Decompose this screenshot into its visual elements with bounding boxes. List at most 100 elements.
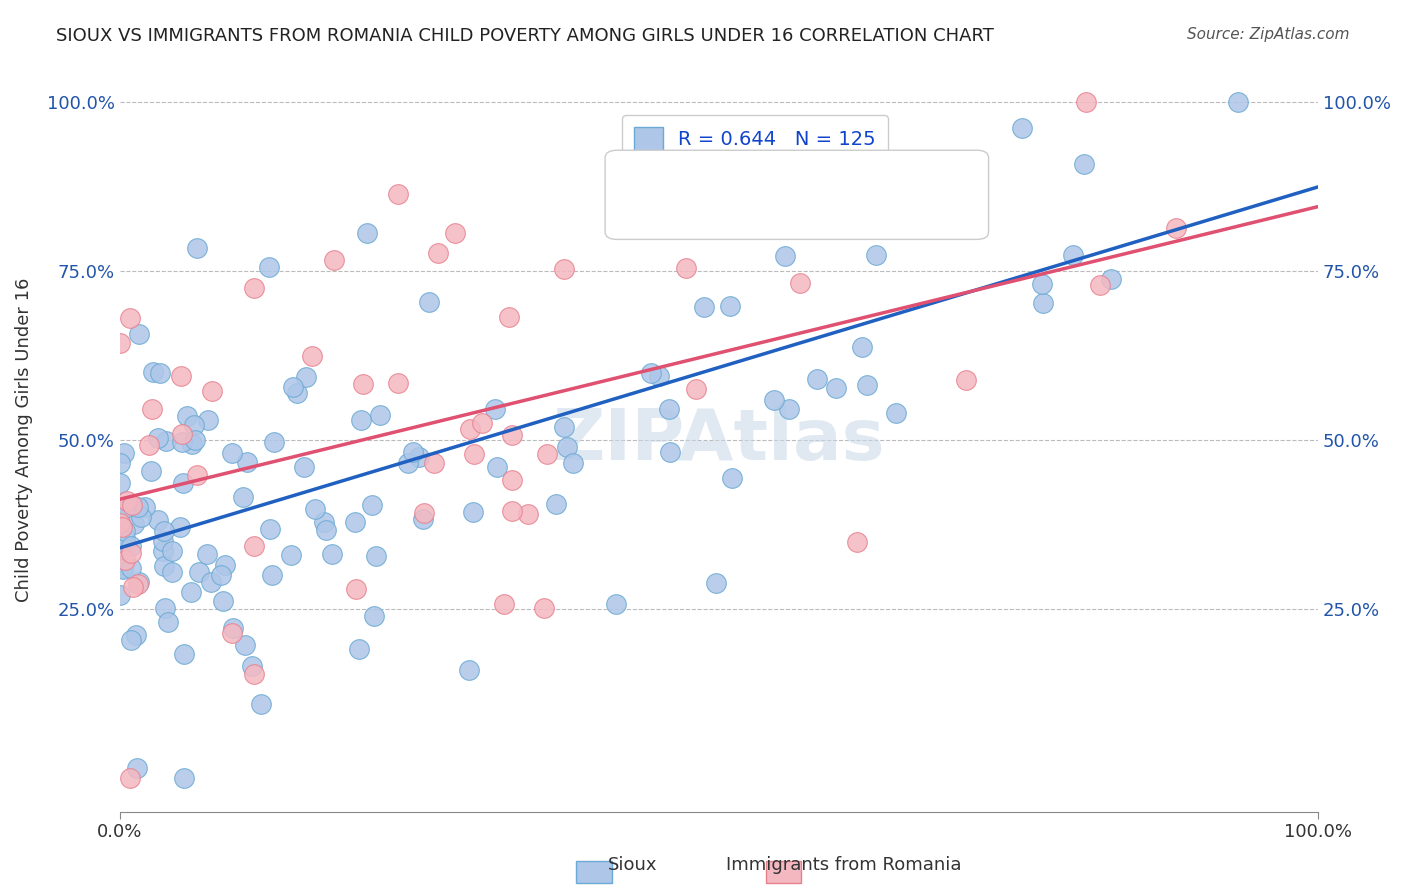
Point <box>120 633 142 648</box>
Point <box>413 506 436 520</box>
Point <box>121 498 143 512</box>
Text: Source: ZipAtlas.com: Source: ZipAtlas.com <box>1187 27 1350 42</box>
Point <box>640 367 662 381</box>
Point <box>323 252 346 267</box>
Point <box>498 310 520 324</box>
Point <box>209 568 232 582</box>
Point <box>402 445 425 459</box>
Point <box>160 566 183 580</box>
Point <box>463 505 485 519</box>
Point <box>200 574 222 589</box>
Point <box>693 300 716 314</box>
Point <box>152 543 174 558</box>
Point <box>396 456 419 470</box>
Point <box>173 647 195 661</box>
Point <box>259 522 281 536</box>
Point <box>458 663 481 677</box>
Point <box>153 559 176 574</box>
Point <box>153 601 176 615</box>
Point <box>1062 248 1084 262</box>
Point <box>361 498 384 512</box>
Point <box>292 459 315 474</box>
Point <box>120 561 142 575</box>
Point <box>301 349 323 363</box>
Point <box>352 377 374 392</box>
Point <box>232 491 254 505</box>
Point <box>153 524 176 538</box>
Point <box>623 158 645 172</box>
Point <box>120 546 142 560</box>
Point <box>111 520 134 534</box>
Point <box>718 299 741 313</box>
Point <box>281 380 304 394</box>
Point <box>295 370 318 384</box>
Point <box>141 402 163 417</box>
Point <box>315 524 337 538</box>
Point <box>426 246 449 260</box>
Point <box>129 510 152 524</box>
Point <box>127 500 149 515</box>
Point <box>263 435 285 450</box>
Point <box>773 249 796 263</box>
Point <box>108 456 131 470</box>
Point <box>128 327 150 342</box>
Point <box>884 406 907 420</box>
Point <box>806 372 828 386</box>
Point <box>789 276 811 290</box>
Point <box>186 241 208 255</box>
Point <box>501 473 523 487</box>
Point <box>463 447 485 461</box>
Point <box>285 385 308 400</box>
Point <box>536 447 558 461</box>
Point <box>180 436 202 450</box>
Point <box>235 455 257 469</box>
Point <box>115 538 138 552</box>
Point <box>501 427 523 442</box>
Legend: R = 0.644   N = 125, R = 0.539   N = 52: R = 0.644 N = 125, R = 0.539 N = 52 <box>621 115 887 194</box>
Point <box>444 226 467 240</box>
Point <box>648 369 671 384</box>
Text: Sioux: Sioux <box>607 856 658 874</box>
Point <box>418 295 440 310</box>
Text: Immigrants from Romania: Immigrants from Romania <box>725 856 962 874</box>
Point <box>170 369 193 384</box>
Point <box>240 659 263 673</box>
Point <box>1227 95 1250 110</box>
Point <box>127 761 149 775</box>
Point <box>408 450 430 465</box>
Point <box>562 457 585 471</box>
Point <box>955 373 977 387</box>
Point <box>851 340 873 354</box>
Point <box>555 440 578 454</box>
Point <box>221 626 243 640</box>
Point <box>793 201 815 215</box>
Point <box>387 376 409 390</box>
Point <box>170 434 193 449</box>
Point <box>180 585 202 599</box>
Point <box>115 493 138 508</box>
Point <box>763 392 786 407</box>
Point <box>146 431 169 445</box>
Point <box>201 384 224 399</box>
Point <box>1076 95 1098 110</box>
Point <box>517 508 540 522</box>
Point <box>370 408 392 422</box>
Point <box>138 438 160 452</box>
Point <box>778 401 800 416</box>
Point <box>169 519 191 533</box>
Point <box>118 310 141 325</box>
Point <box>1099 272 1122 286</box>
Point <box>492 597 515 611</box>
Point <box>108 476 131 491</box>
Point <box>108 501 131 516</box>
Point <box>242 281 264 295</box>
Point <box>484 401 506 416</box>
Point <box>157 615 180 630</box>
Point <box>356 227 378 241</box>
Point <box>155 434 177 448</box>
Point <box>634 153 657 167</box>
Point <box>114 553 136 567</box>
Point <box>675 261 697 276</box>
Point <box>149 367 172 381</box>
Point <box>343 515 366 529</box>
